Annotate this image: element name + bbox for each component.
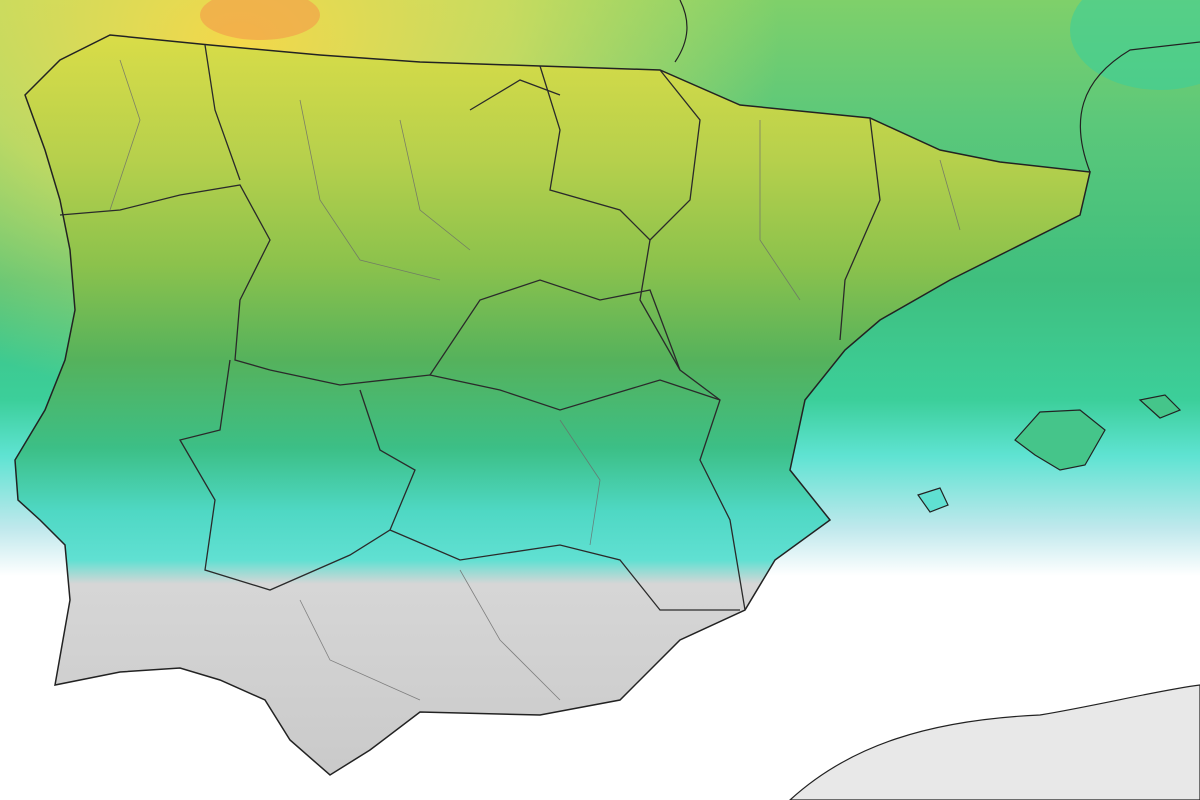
island	[1014, 409, 1106, 471]
france-coast	[1079, 41, 1200, 173]
border	[939, 159, 961, 231]
border	[179, 359, 740, 611]
hot-spot	[200, 0, 320, 40]
cool-spot	[1070, 0, 1200, 90]
island	[917, 487, 949, 513]
border	[59, 184, 271, 371]
border	[839, 117, 881, 341]
iberian-peninsula	[14, 34, 1091, 776]
africa-coast	[789, 684, 1200, 800]
france-coast	[674, 0, 688, 63]
island	[1138, 394, 1182, 419]
border	[649, 69, 701, 241]
border	[109, 59, 141, 211]
border	[559, 419, 601, 546]
border	[429, 279, 681, 376]
border	[459, 569, 561, 701]
province-borders	[109, 59, 961, 701]
border	[539, 65, 746, 611]
border	[299, 599, 421, 701]
border	[399, 119, 471, 251]
border	[759, 120, 801, 301]
border	[359, 389, 416, 531]
border	[269, 369, 721, 411]
border	[299, 99, 441, 281]
border	[204, 44, 241, 181]
region-borders	[59, 44, 881, 611]
border	[469, 79, 561, 111]
